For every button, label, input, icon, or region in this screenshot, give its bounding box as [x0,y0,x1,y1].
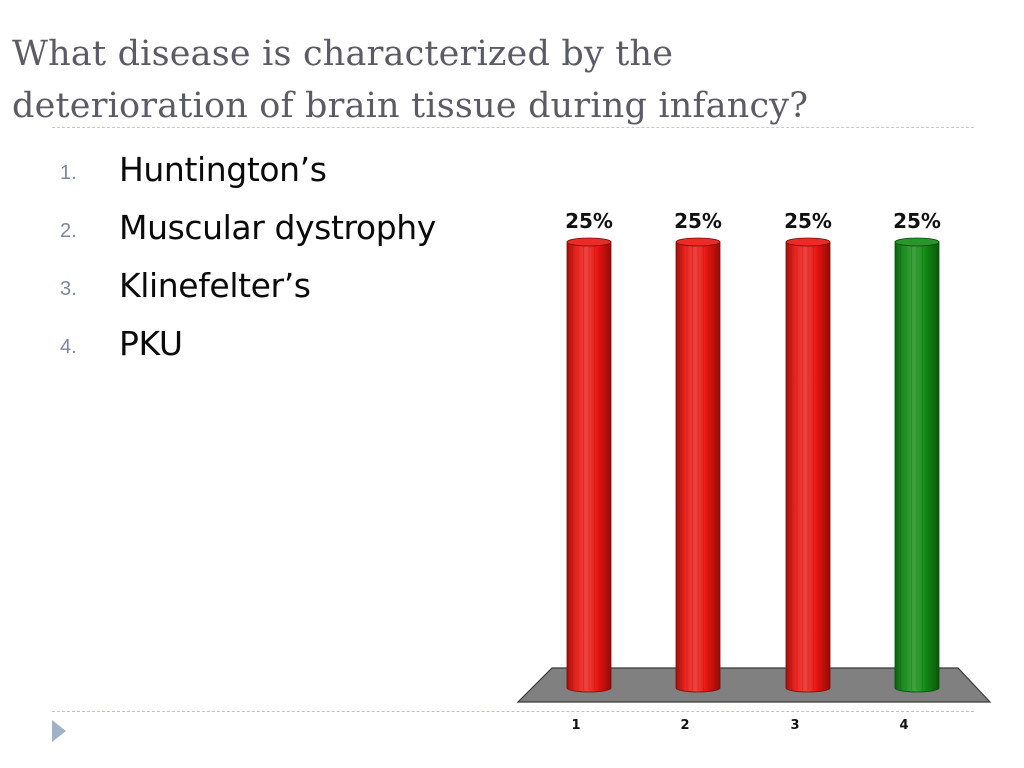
footer-divider [52,711,974,712]
x-tick-label-1: 1 [571,718,580,733]
option-text: Klinefelter’s [119,265,311,305]
option-text: Huntington’s [119,149,327,189]
title-line-2: deterioration of brain tissue during inf… [12,86,809,126]
data-label-1: 25% [565,209,613,233]
x-tick-label-3: 3 [790,718,799,733]
answer-option: 4. PKU [60,314,436,372]
option-text: Muscular dystrophy [119,207,436,247]
bar-4 [894,237,940,693]
title-divider [52,127,974,128]
option-number: 2. [60,219,77,242]
option-number: 3. [60,277,77,300]
title-line-1: What disease is characterized by the [12,34,674,74]
x-tick-label-4: 4 [899,718,908,733]
answer-option: 1. Huntington’s [60,140,436,198]
bar-2 [675,237,721,693]
data-label-3: 25% [784,209,832,233]
data-label-4: 25% [893,209,941,233]
option-number: 1. [60,161,77,184]
answer-option: 2. Muscular dystrophy [60,198,436,256]
data-label-2: 25% [674,209,722,233]
option-text: PKU [119,323,183,363]
option-number: 4. [60,335,77,358]
answer-options-list: 1. Huntington’s 2. Muscular dystrophy 3.… [60,140,436,372]
answer-option: 3. Klinefelter’s [60,256,436,314]
bar-3 [785,237,831,693]
slide-title: What disease is characterized by the dete… [12,28,972,132]
bar-1 [566,237,612,693]
x-tick-label-2: 2 [680,718,689,733]
play-arrow-icon [52,720,66,742]
chart-floor [516,667,992,703]
